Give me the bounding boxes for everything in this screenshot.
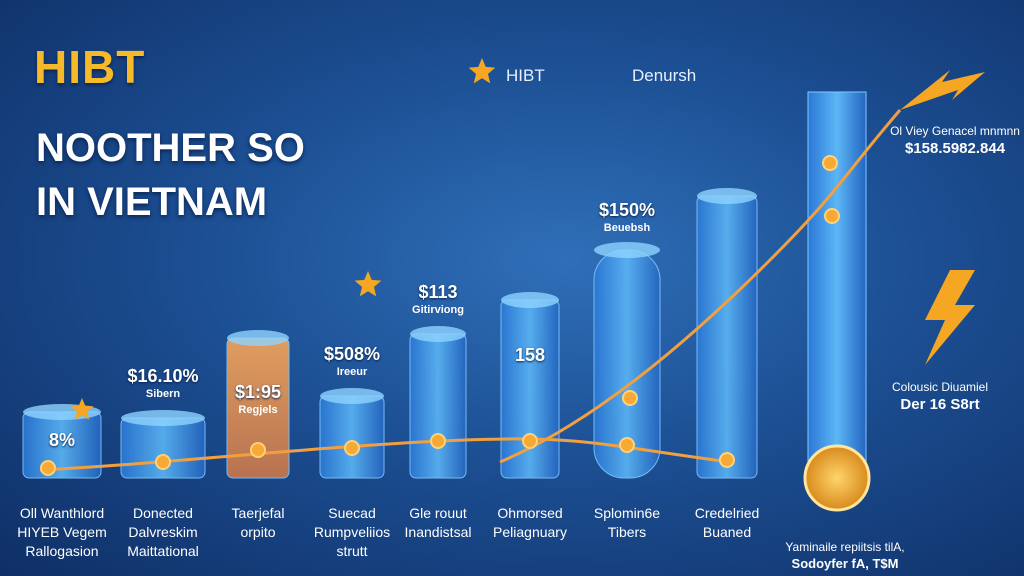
- annotation-value: Sodoyfer fA, T$M: [791, 556, 899, 571]
- column-top: [501, 292, 559, 308]
- column-label: Suecad Rumpveliios strutt: [314, 504, 390, 561]
- column: [409, 333, 467, 479]
- trend-dot: [824, 208, 840, 224]
- annotation-label: Ol Viey Genacel mnmnn: [890, 124, 1020, 138]
- label-line: orpito: [240, 524, 276, 540]
- label-line: Donected: [133, 505, 193, 521]
- column-label: Taerjefal orpito: [232, 504, 285, 542]
- bolt-icon: [925, 270, 975, 365]
- annotation-label: Colousic Diuamiel: [891, 380, 989, 394]
- trend-dot: [822, 155, 838, 171]
- column-subtitle: Gitirviong: [412, 304, 464, 316]
- trend-dot: [719, 452, 735, 468]
- column-label: Credelried Buaned: [695, 504, 760, 542]
- trend-dot: [250, 442, 266, 458]
- column-top: [121, 410, 205, 426]
- trend-dot: [619, 437, 635, 453]
- label-line: Rumpveliios: [313, 524, 391, 540]
- column-top: [227, 330, 289, 346]
- column-value: $16.10%: [127, 366, 199, 386]
- annotation-value: Der 16 S8rt: [900, 396, 980, 413]
- column-top: [410, 326, 466, 342]
- label-line: Gle rouut: [409, 505, 467, 521]
- label-line: Inandistsal: [404, 524, 472, 540]
- label-line: HIYEB Vegem: [17, 524, 107, 540]
- brand: HIBT: [34, 41, 146, 93]
- column-subtitle: Beuebsh: [603, 222, 651, 234]
- coin: [803, 444, 871, 512]
- column-value: 158: [514, 345, 546, 365]
- trend-dot: [40, 460, 56, 476]
- label-line: Rallogasion: [25, 543, 99, 559]
- headline: IN VIETNAM: [36, 180, 268, 224]
- star: [70, 398, 94, 420]
- column-label: Splomin6e Tibers: [594, 504, 660, 542]
- label-line: Tibers: [607, 524, 647, 540]
- trend-dot: [622, 390, 638, 406]
- label-line: Peliagnuary: [493, 524, 567, 540]
- trend-dot: [344, 440, 360, 456]
- column-label: Oll Wanthlord HIYEB Vegem Rallogasion: [17, 504, 107, 561]
- column-value: $113: [418, 282, 458, 302]
- column-value: $150%: [598, 200, 656, 220]
- trend-dot: [522, 433, 538, 449]
- column: [500, 299, 560, 479]
- label-line: Splomin6e: [593, 505, 661, 521]
- legend-item: HIBT: [506, 66, 545, 85]
- column-label: Gle rouut Inandistsal: [405, 504, 472, 542]
- label-line: Suecad: [328, 505, 376, 521]
- column-subtitle: Regjels: [238, 404, 278, 416]
- headline: NOOTHER SO: [36, 126, 305, 170]
- legend-item: Denursh: [632, 66, 697, 85]
- column: [807, 91, 867, 479]
- column-label: Donected Dalvreskim Maittational: [127, 504, 199, 561]
- trend-dot: [155, 454, 171, 470]
- label-line: Buaned: [702, 524, 752, 540]
- column-value: $1:95: [234, 382, 282, 402]
- label-line: strutt: [336, 543, 368, 559]
- label-line: Maittational: [127, 543, 199, 559]
- column-top: [697, 188, 757, 204]
- label-line: Dalvreskim: [128, 524, 198, 540]
- column: [319, 395, 385, 479]
- column: [696, 195, 758, 479]
- column-top: [320, 388, 384, 404]
- label-line: Taerjefal: [231, 505, 285, 521]
- annotation-value: $158.5982.844: [904, 140, 1006, 157]
- trend-dot: [430, 433, 446, 449]
- column-subtitle: Sibern: [145, 388, 181, 400]
- annotation-label: Yaminaile repiitsis tilA,: [785, 540, 905, 554]
- label-line: Ohmorsed: [497, 505, 563, 521]
- label-line: Oll Wanthlord: [19, 505, 105, 521]
- column-value: $508%: [323, 344, 381, 364]
- column-value: 8%: [48, 430, 76, 450]
- star: [468, 58, 496, 84]
- star: [354, 271, 382, 297]
- label-line: Credelried: [694, 505, 760, 521]
- column-top: [594, 242, 660, 258]
- arrow-icon: [900, 70, 985, 110]
- trend-line: [499, 109, 902, 464]
- column-subtitle: Ireeur: [336, 366, 368, 378]
- column-label: Ohmorsed Peliagnuary: [493, 504, 567, 542]
